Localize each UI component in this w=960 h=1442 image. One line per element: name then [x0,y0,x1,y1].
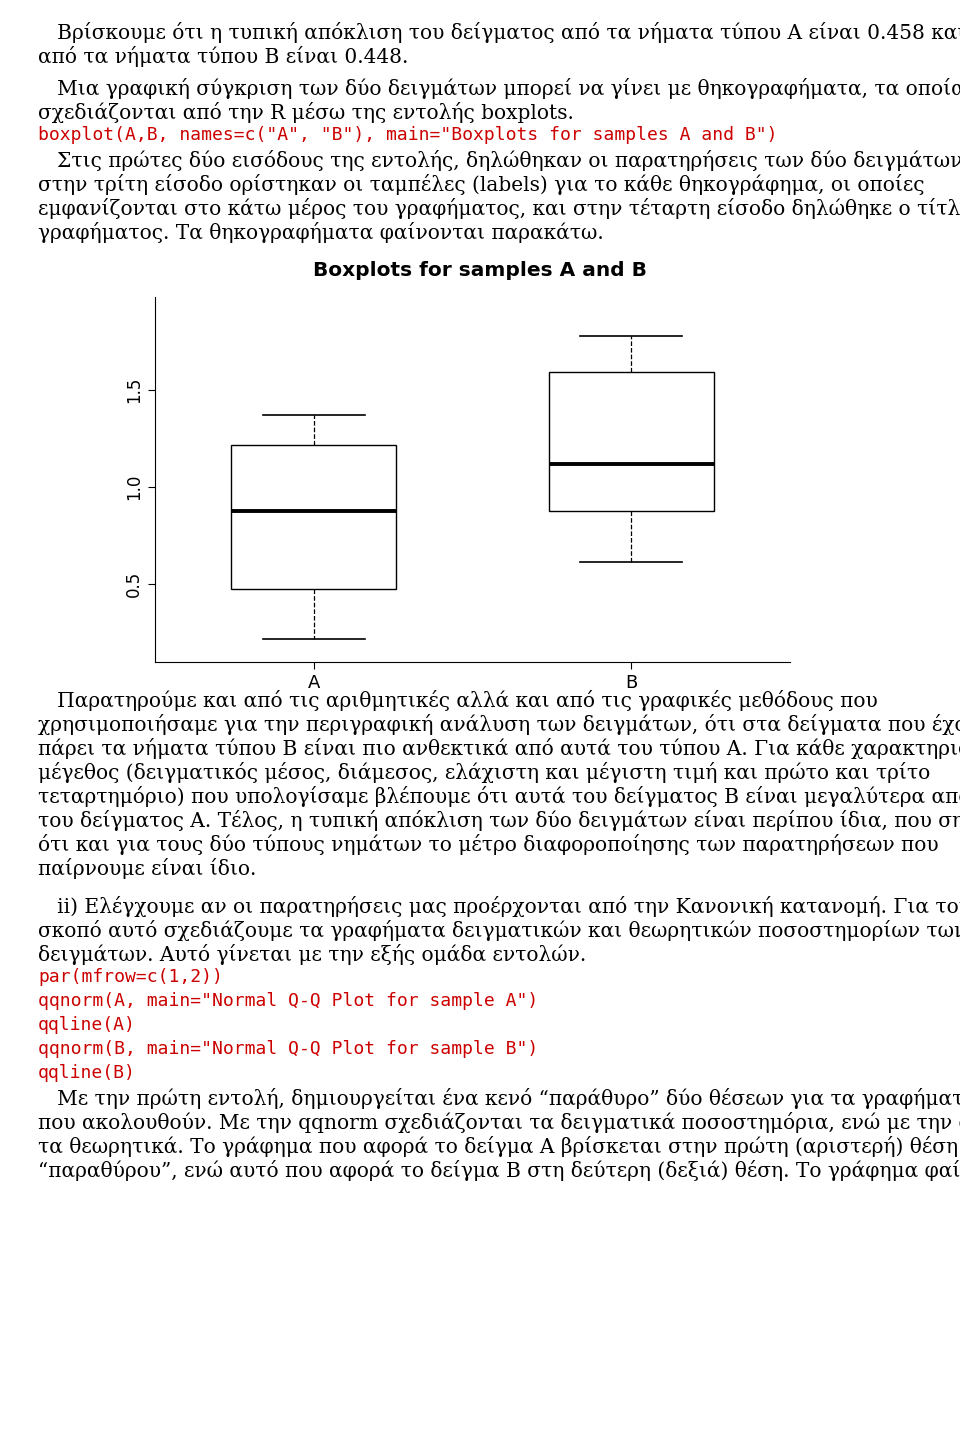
Text: σκοπό αυτό σχεδιάζουμε τα γραφήματα δειγματικών και θεωρητικών ποσοστημορίων των: σκοπό αυτό σχεδιάζουμε τα γραφήματα δειγ… [38,920,960,942]
Text: Με την πρώτη εντολή, δημιουργείται ένα κενό “παράθυρο” δύο θέσεων για τα γραφήμα: Με την πρώτη εντολή, δημιουργείται ένα κ… [38,1089,960,1109]
Bar [231,446,396,588]
Text: τεταρτημόριο) που υπολογίσαμε βλέπουμε ότι αυτά του δείγματος Β είναι μεγαλύτερα: τεταρτημόριο) που υπολογίσαμε βλέπουμε ό… [38,786,960,808]
Text: qqline(B): qqline(B) [38,1064,136,1082]
Text: qqline(A): qqline(A) [38,1017,136,1034]
Text: Μια γραφική σύγκριση των δύο δειγμάτων μπορεί να γίνει με θηκογραφήματα, τα οποί: Μια γραφική σύγκριση των δύο δειγμάτων μ… [38,78,960,99]
Text: στην τρίτη είσοδο ορίστηκαν οι ταμπέλες (labels) για το κάθε θηκογράφημα, οι οπο: στην τρίτη είσοδο ορίστηκαν οι ταμπέλες … [38,174,924,196]
Text: qqnorm(B, main="Normal Q-Q Plot for sample B"): qqnorm(B, main="Normal Q-Q Plot for samp… [38,1040,539,1058]
Text: Boxplots for samples A and B: Boxplots for samples A and B [313,261,647,280]
Text: από τα νήματα τύπου Β είναι 0.448.: από τα νήματα τύπου Β είναι 0.448. [38,46,408,66]
Text: χρησιμοποιήσαμε για την περιγραφική ανάλυση των δειγμάτων, ότι στα δείγματα που : χρησιμοποιήσαμε για την περιγραφική ανάλ… [38,714,960,735]
Text: μέγεθος (δειγματικός μέσος, διάμεσος, ελάχιστη και μέγιστη τιμή και πρώτο και τρ: μέγεθος (δειγματικός μέσος, διάμεσος, ελ… [38,761,930,783]
Text: που ακολουθούν. Με την qqnorm σχεδιάζονται τα δειγματικά ποσοστημόρια, ενώ με τη: που ακολουθούν. Με την qqnorm σχεδιάζοντ… [38,1112,960,1133]
Text: γραφήματος. Τα θηκογραφήματα φαίνονται παρακάτω.: γραφήματος. Τα θηκογραφήματα φαίνονται π… [38,222,604,244]
Text: δειγμάτων. Αυτό γίνεται με την εξής ομάδα εντολών.: δειγμάτων. Αυτό γίνεται με την εξής ομάδ… [38,945,587,965]
Text: par(mfrow=c(1,2)): par(mfrow=c(1,2)) [38,968,223,986]
Text: ii) Ελέγχουμε αν οι παρατηρήσεις μας προέρχονται από την Κανονική κατανομή. Για : ii) Ελέγχουμε αν οι παρατηρήσεις μας προ… [38,895,960,917]
Text: ότι και για τους δύο τύπους νημάτων το μέτρο διαφοροποίησης των παρατηρήσεων που: ότι και για τους δύο τύπους νημάτων το μ… [38,833,939,855]
Text: Παρατηρούμε και από τις αριθμητικές αλλά και από τις γραφικές μεθόδους που: Παρατηρούμε και από τις αριθμητικές αλλά… [38,689,877,711]
Text: boxplot(A,B, names=c("A", "B"), main="Boxplots for samples A and B"): boxplot(A,B, names=c("A", "B"), main="Bo… [38,127,778,144]
Text: τα θεωρητικά. Το γράφημα που αφορά το δείγμα Α βρίσκεται στην πρώτη (αριστερή) θ: τα θεωρητικά. Το γράφημα που αφορά το δε… [38,1136,960,1156]
Text: Στις πρώτες δύο εισόδους της εντολής, δηλώθηκαν οι παρατηρήσεις των δύο δειγμάτω: Στις πρώτες δύο εισόδους της εντολής, δη… [38,150,960,172]
Bar [549,372,714,512]
Text: πάρει τα νήματα τύπου Β είναι πιο ανθεκτικά από αυτά του τύπου Α. Για κάθε χαρακ: πάρει τα νήματα τύπου Β είναι πιο ανθεκτ… [38,738,960,758]
Text: του δείγματος Α. Τέλος, η τυπική απόκλιση των δύο δειγμάτων είναι περίπου ίδια, : του δείγματος Α. Τέλος, η τυπική απόκλισ… [38,810,960,831]
Text: παίρνουμε είναι ίδιο.: παίρνουμε είναι ίδιο. [38,858,256,878]
Text: qqnorm(A, main="Normal Q-Q Plot for sample A"): qqnorm(A, main="Normal Q-Q Plot for samp… [38,992,539,1011]
Text: Βρίσκουμε ότι η τυπική απόκλιση του δείγματος από τα νήματα τύπου Α είναι 0.458 : Βρίσκουμε ότι η τυπική απόκλιση του δείγ… [38,22,960,43]
Text: εμφανίζονται στο κάτω μέρος του γραφήματος, και στην τέταρτη είσοδο δηλώθηκε ο τ: εμφανίζονται στο κάτω μέρος του γραφήματ… [38,199,960,219]
Text: “παραθύρου”, ενώ αυτό που αφορά το δείγμα Β στη δεύτερη (δεξιά) θέση. Το γράφημα: “παραθύρου”, ενώ αυτό που αφορά το δείγμ… [38,1161,960,1181]
Text: σχεδιάζονται από την R μέσω της εντολής boxplots.: σχεδιάζονται από την R μέσω της εντολής … [38,102,574,124]
